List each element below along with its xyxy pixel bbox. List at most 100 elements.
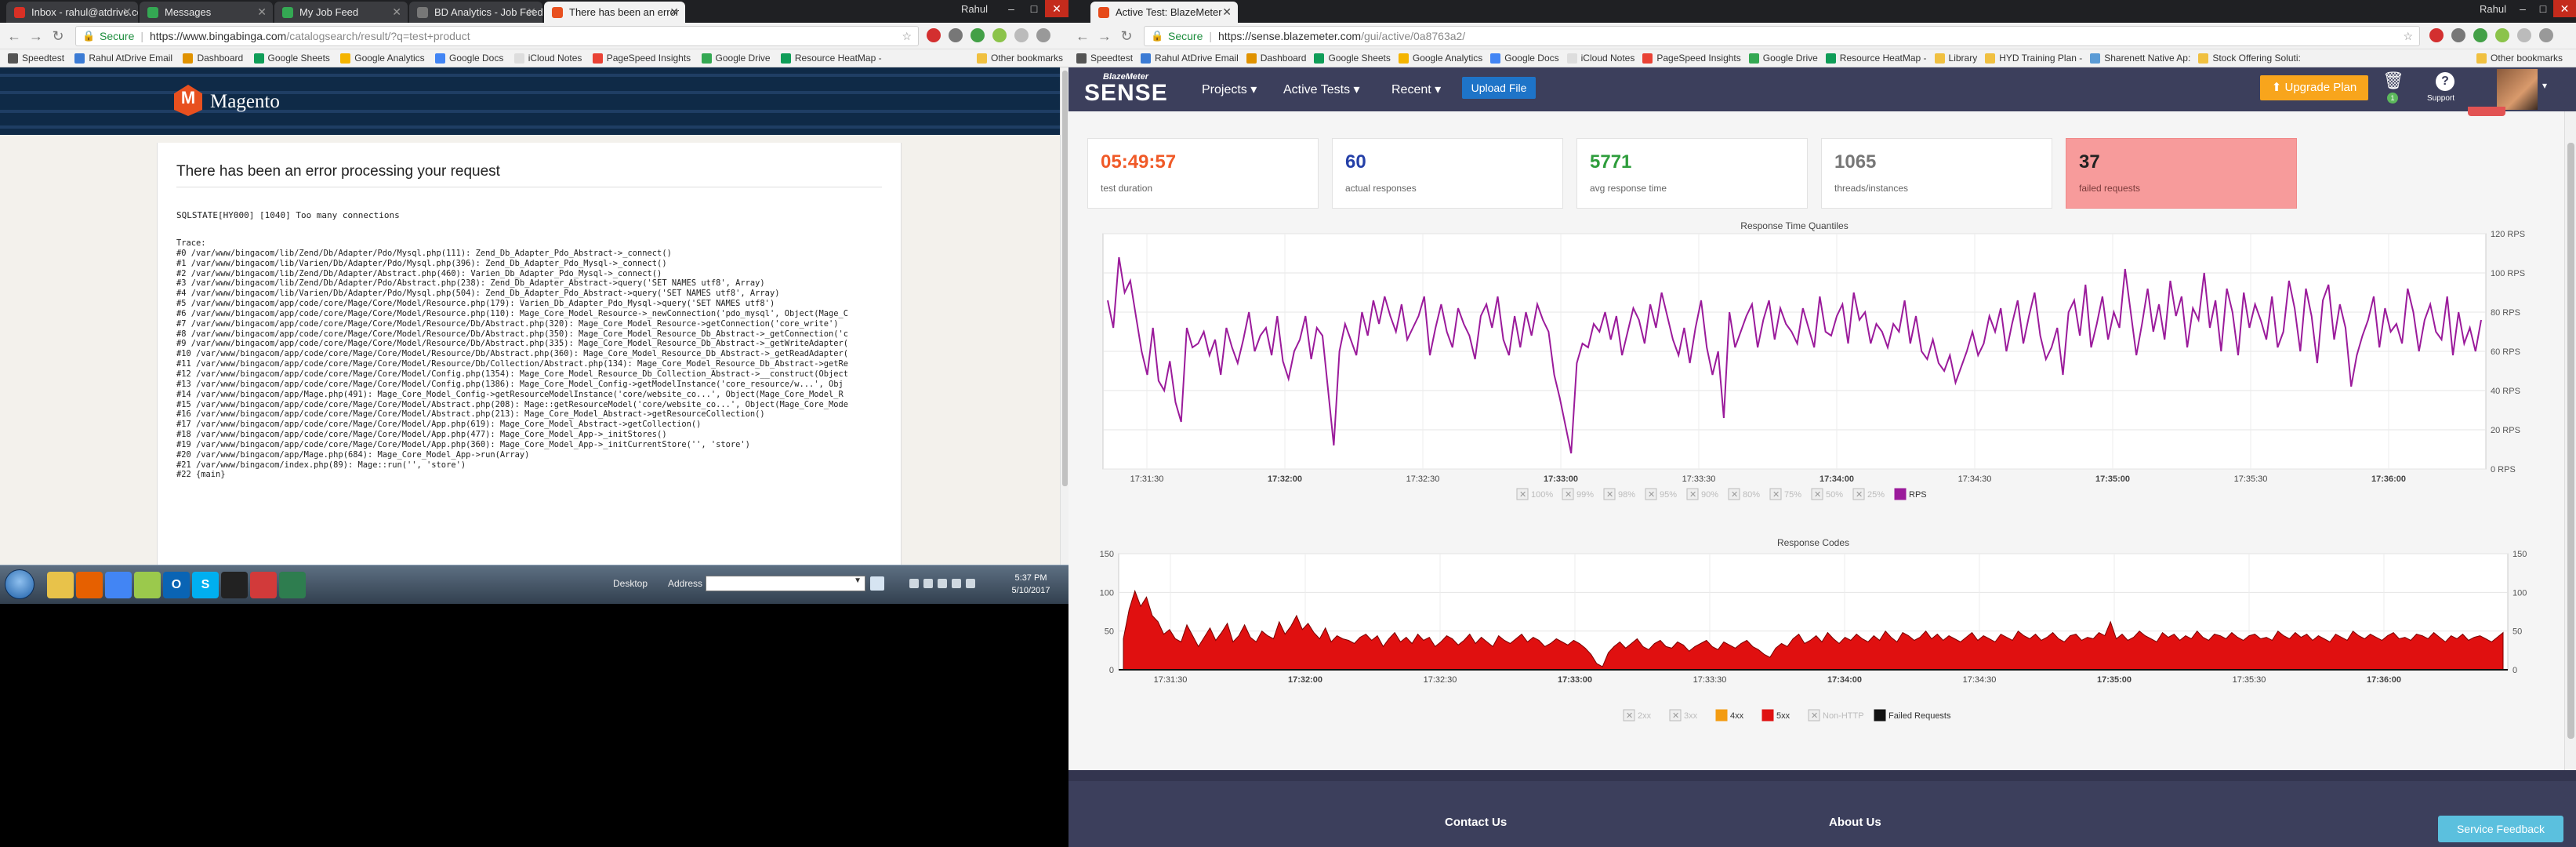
- extension-icon[interactable]: [1014, 28, 1029, 42]
- legend-item[interactable]: ✕ 80%: [1728, 488, 1760, 500]
- forward-button[interactable]: →: [1098, 28, 1112, 44]
- close-window-button[interactable]: ✕: [2553, 0, 2576, 17]
- bookmark-item[interactable]: Google Docs: [434, 49, 503, 67]
- status-chip[interactable]: [2468, 107, 2505, 116]
- bookmark-item[interactable]: Google Sheets: [253, 49, 330, 67]
- cmd-icon[interactable]: [221, 572, 248, 598]
- firefox-icon[interactable]: [76, 572, 103, 598]
- close-icon[interactable]: ✕: [669, 5, 679, 18]
- menu-icon[interactable]: [2539, 28, 2553, 42]
- network-icon[interactable]: [952, 579, 961, 588]
- tray-icon[interactable]: [938, 579, 947, 588]
- bookmark-star-icon[interactable]: ☆: [902, 30, 912, 42]
- legend-item[interactable]: ✕ 25%: [1852, 488, 1885, 500]
- bookmark-item[interactable]: Google Drive: [1748, 49, 1818, 67]
- menu-recent[interactable]: Recent ▾: [1391, 83, 1442, 96]
- system-clock[interactable]: 5:37 PM 5/10/2017: [1011, 573, 1050, 595]
- bookmark-item[interactable]: iCloud Notes: [1566, 49, 1634, 67]
- address-bar[interactable]: 🔒 Secure | https://www.bingabinga.com/cata…: [75, 26, 919, 46]
- sense-logo[interactable]: SENSE: [1084, 80, 1168, 106]
- chevron-down-icon[interactable]: ▾: [2542, 80, 2548, 91]
- tab-error-page[interactable]: There has been an error ✕: [544, 2, 685, 23]
- legend-item[interactable]: ✕ 3xx: [1669, 709, 1698, 722]
- reload-button[interactable]: ↻: [1120, 28, 1133, 44]
- contact-us-heading[interactable]: Contact Us: [1445, 816, 1508, 829]
- tray-icon[interactable]: [923, 579, 933, 588]
- tab-my-job-feed[interactable]: My Job Feed ✕: [274, 2, 408, 23]
- outlook-icon[interactable]: O: [163, 572, 190, 598]
- close-icon[interactable]: ✕: [122, 5, 132, 18]
- legend-item[interactable]: ✕ 100%: [1516, 488, 1553, 500]
- extension-icon[interactable]: [949, 28, 963, 42]
- bookmark-item[interactable]: Rahul AtDrive Email: [1141, 49, 1239, 67]
- opera-extension-icon[interactable]: [2429, 28, 2444, 42]
- help-icon[interactable]: ?: [2436, 72, 2454, 91]
- back-button[interactable]: ←: [7, 28, 21, 44]
- left-scrollbar[interactable]: [1060, 67, 1068, 565]
- tab-inbox[interactable]: Inbox - rahul@atdrive.co ✕: [6, 2, 138, 23]
- bookmark-item[interactable]: Library: [1934, 49, 1977, 67]
- bookmark-item[interactable]: Speedtest: [1076, 49, 1133, 67]
- close-icon[interactable]: ✕: [392, 5, 401, 18]
- bookmark-item[interactable]: Google Analytics: [340, 49, 425, 67]
- reload-button[interactable]: ↻: [52, 28, 64, 44]
- skype-icon[interactable]: S: [192, 572, 219, 598]
- close-icon[interactable]: ✕: [257, 5, 267, 18]
- maximize-button[interactable]: □: [1030, 2, 1038, 15]
- monitor-icon[interactable]: [279, 572, 306, 598]
- legend-item[interactable]: RPS: [1894, 488, 1927, 500]
- legend-item[interactable]: ✕ 98%: [1603, 488, 1635, 500]
- tab-bd-analytics[interactable]: BD Analytics - Job Feeds ✕: [409, 2, 542, 23]
- close-icon[interactable]: ✕: [1222, 5, 1232, 18]
- trash-icon[interactable]: 🗑: [2382, 71, 2404, 90]
- avatar[interactable]: [2497, 69, 2538, 110]
- bookmark-item[interactable]: Resource HeatMap -: [1825, 49, 1927, 67]
- legend-item[interactable]: 5xx: [1761, 709, 1791, 722]
- extension-icon[interactable]: [971, 28, 985, 42]
- profile-name[interactable]: Rahul: [961, 3, 988, 15]
- legend-item[interactable]: 4xx: [1715, 709, 1744, 722]
- support-link[interactable]: Support: [2427, 94, 2455, 103]
- address-bar[interactable]: 🔒 Secure | https://sense.blazemeter.com/gu…: [1144, 26, 2420, 46]
- close-icon[interactable]: ✕: [527, 5, 536, 18]
- notepad-icon[interactable]: [134, 572, 161, 598]
- maximize-button[interactable]: □: [2539, 2, 2547, 15]
- bookmark-item[interactable]: HYD Training Plan -: [1985, 49, 2082, 67]
- menu-projects[interactable]: Projects ▾: [1202, 83, 1257, 96]
- tray-icon[interactable]: [909, 579, 919, 588]
- bookmark-item[interactable]: Rahul AtDrive Email: [74, 49, 172, 67]
- legend-item[interactable]: Failed Requests: [1874, 709, 1951, 722]
- bookmark-item[interactable]: Google Drive: [701, 49, 771, 67]
- legend-item[interactable]: ✕ 90%: [1686, 488, 1718, 500]
- back-button[interactable]: ←: [1076, 28, 1090, 44]
- profile-name[interactable]: Rahul: [2480, 3, 2506, 15]
- bookmark-item[interactable]: Google Analytics: [1398, 49, 1482, 67]
- forward-button[interactable]: →: [29, 28, 43, 44]
- bookmark-item[interactable]: Google Sheets: [1314, 49, 1391, 67]
- extension-icon[interactable]: [2473, 28, 2487, 42]
- legend-item[interactable]: ✕ 99%: [1562, 488, 1594, 500]
- about-us-heading[interactable]: About Us: [1829, 816, 1881, 829]
- start-button[interactable]: [5, 569, 34, 599]
- magento-brand[interactable]: Magento: [210, 91, 280, 112]
- extension-icon[interactable]: [992, 28, 1007, 42]
- pen-icon[interactable]: [250, 572, 277, 598]
- dropdown-arrow-icon[interactable]: ▼: [854, 576, 862, 585]
- tab-blazemeter[interactable]: Active Test: BlazeMeter ✕: [1090, 2, 1238, 23]
- taskbar-address-input[interactable]: ▼: [706, 576, 865, 591]
- legend-item[interactable]: ✕ Non-HTTP: [1808, 709, 1864, 722]
- legend-item[interactable]: ✕ 95%: [1645, 488, 1677, 500]
- go-icon[interactable]: [870, 576, 884, 591]
- bookmark-item[interactable]: Dashboard: [183, 49, 243, 67]
- explorer-icon[interactable]: [47, 572, 74, 598]
- upload-file-button[interactable]: Upload File: [1462, 77, 1536, 99]
- bookmark-item[interactable]: Google Docs: [1490, 49, 1559, 67]
- legend-item[interactable]: ✕ 2xx: [1623, 709, 1652, 722]
- bookmark-star-icon[interactable]: ☆: [2403, 30, 2413, 42]
- bookmark-item[interactable]: Sharenett Native Ap:: [2090, 49, 2190, 67]
- menu-icon[interactable]: [1036, 28, 1050, 42]
- bookmark-item[interactable]: PageSpeed Insights: [592, 49, 691, 67]
- upgrade-plan-button[interactable]: ⬆ Upgrade Plan: [2260, 75, 2368, 100]
- tab-messages[interactable]: Messages ✕: [140, 2, 273, 23]
- right-scrollbar[interactable]: [2564, 111, 2576, 770]
